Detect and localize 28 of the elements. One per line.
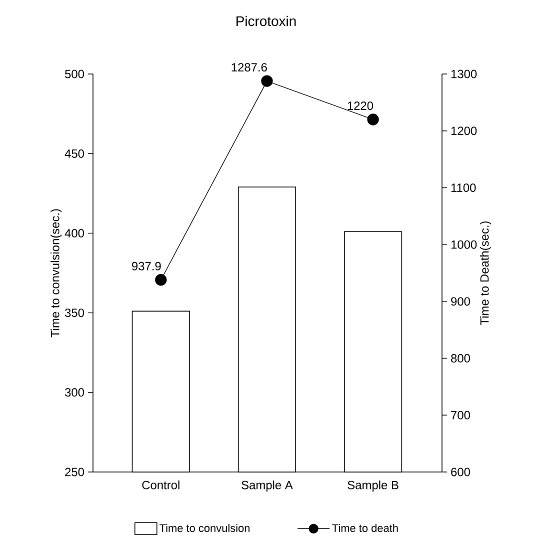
data-label: 1220 (348, 102, 374, 110)
point (155, 274, 167, 286)
y-tick-label: 500 (65, 70, 84, 78)
y2-axis-title: Time to Death(sec.) (480, 222, 492, 325)
x-tick-label: Sample A (242, 480, 293, 492)
y-tick-label: 400 (64, 228, 84, 238)
y-tick-label: 250 (65, 468, 84, 476)
data-label: 937.9 (132, 262, 161, 270)
y2-tick-label: 1200 (451, 126, 477, 136)
y2-tick-label: 1000 (451, 240, 477, 249)
y2-tick-label: 600 (451, 468, 470, 476)
y-axis-title: Time to convulsion(sec.) (50, 209, 62, 338)
x-tick-label: Sample B (348, 480, 398, 492)
point (367, 114, 379, 126)
data-label: 1287.6 (232, 63, 267, 72)
point (261, 75, 273, 87)
y-tick-label: 350 (64, 308, 84, 318)
y2-tick-label: 700 (451, 410, 470, 420)
x-tick-label: Control (142, 480, 180, 490)
chart-title: Picrotoxin (236, 16, 296, 26)
legend-label: Time to death (332, 524, 398, 532)
y2-tick-label: 900 (451, 297, 470, 306)
legend-label: Time to convulsion (160, 524, 250, 532)
y-tick-label: 450 (64, 149, 84, 158)
y2-tick-label: 1100 (451, 183, 476, 192)
y-tick-label: 300 (64, 388, 84, 397)
y2-tick-label: 1300 (451, 70, 477, 78)
y2-tick-label: 800 (451, 354, 470, 363)
